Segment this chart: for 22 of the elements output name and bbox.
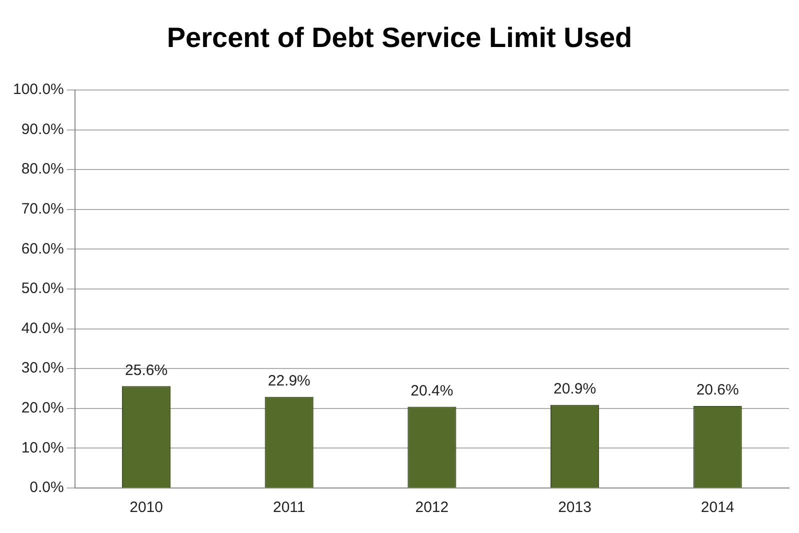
y-tick-label: 80.0%	[21, 160, 64, 178]
y-tick-label: 20.0%	[21, 400, 64, 417]
y-tick-label: 90.0%	[21, 120, 64, 138]
y-tick-label: 70.0%	[21, 200, 64, 218]
data-label: 20.4%	[410, 382, 454, 400]
x-tick-label: 2010	[130, 499, 163, 516]
x-tick-label: 2011	[272, 499, 306, 516]
data-label: 20.9%	[553, 380, 596, 398]
data-label: 20.6%	[696, 382, 739, 399]
x-tick-label: 2012	[415, 499, 449, 516]
chart-title: Percent of Debt Service Limit Used	[166, 22, 634, 54]
y-tick-label: 100.0%	[13, 81, 64, 98]
y-tick-label: 0.0%	[30, 479, 64, 496]
data-label: 22.9%	[268, 372, 310, 390]
y-tick-label: 30.0%	[21, 360, 64, 377]
y-tick-label: 50.0%	[21, 280, 64, 298]
x-tick-label: 2014	[700, 499, 734, 516]
data-label: 25.6%	[125, 362, 168, 379]
x-tick-label: 2013	[558, 499, 592, 516]
y-tick-label: 60.0%	[21, 240, 64, 258]
y-tick-label: 40.0%	[21, 320, 64, 337]
y-tick-label: 10.0%	[21, 439, 64, 456]
